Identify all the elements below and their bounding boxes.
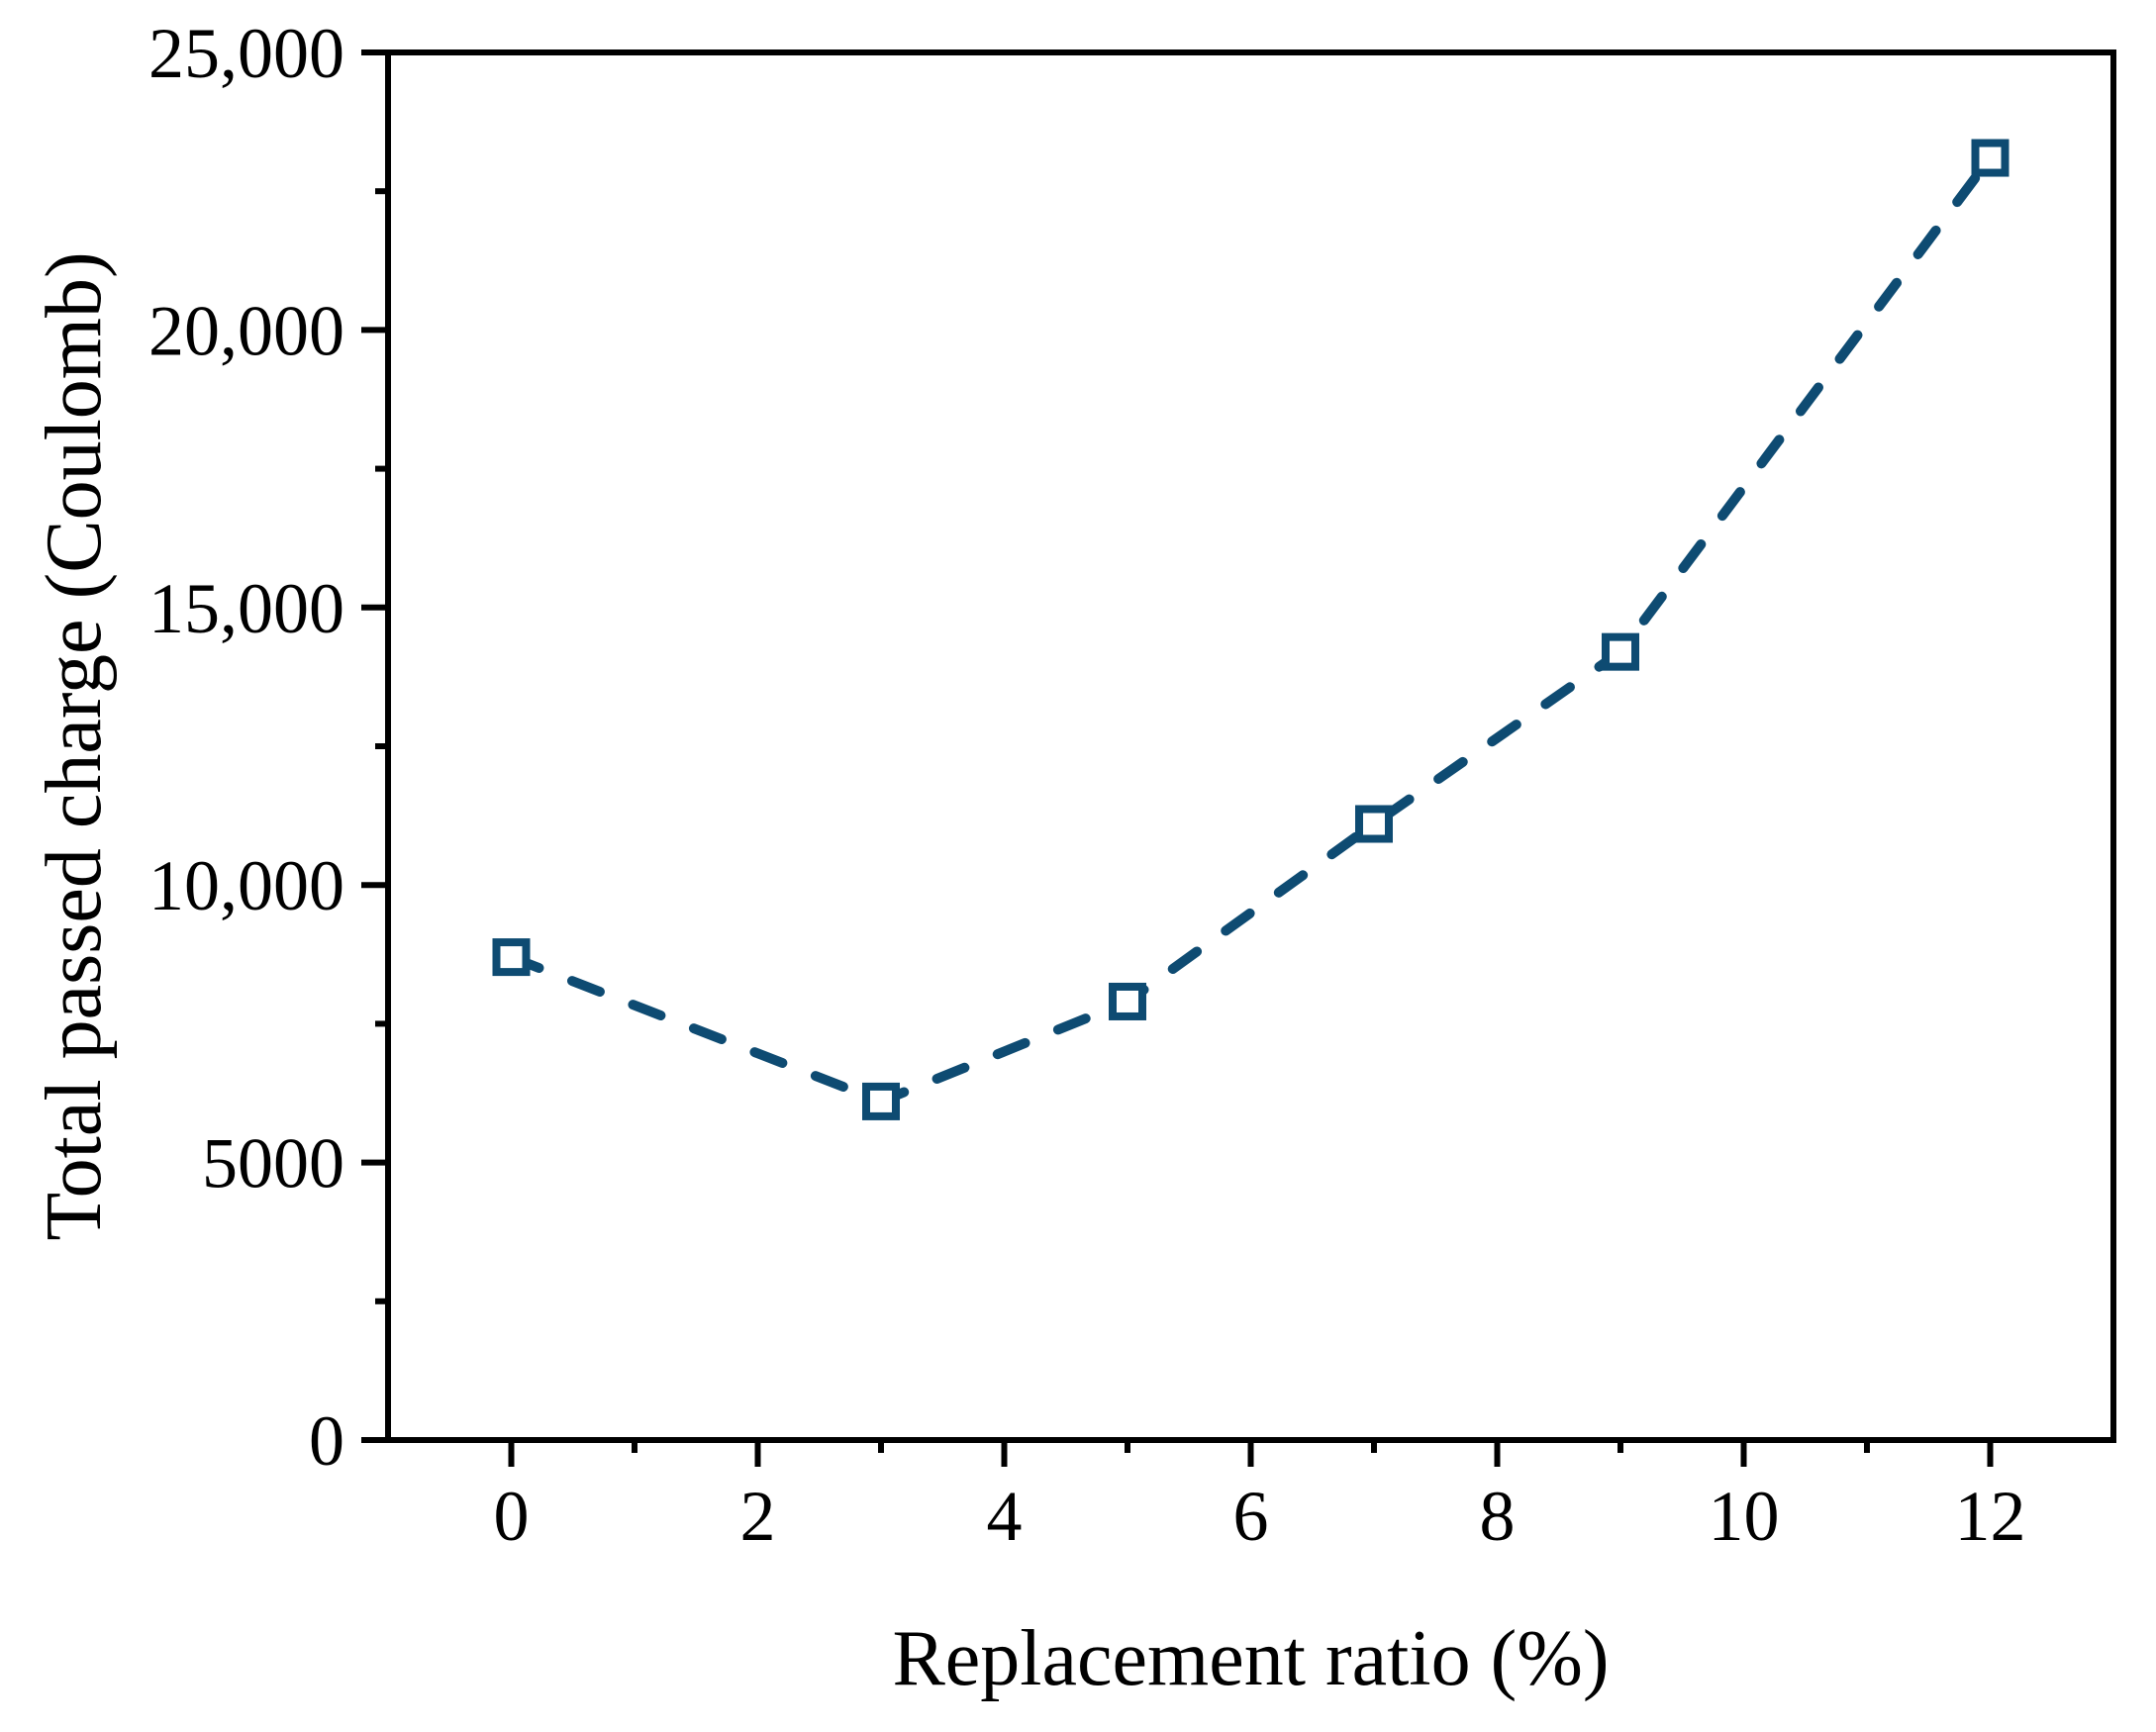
y-axis-title: Total passed charge (Coulomb) bbox=[31, 251, 118, 1241]
x-tick-label: 6 bbox=[1233, 1477, 1269, 1556]
data-point-marker bbox=[492, 938, 531, 977]
y-tick-label: 15,000 bbox=[148, 569, 344, 648]
x-tick-label: 12 bbox=[1955, 1477, 2026, 1556]
data-point-marker bbox=[1355, 805, 1393, 843]
x-tick-label: 0 bbox=[494, 1477, 530, 1556]
x-tick-label: 8 bbox=[1480, 1477, 1516, 1556]
data-line bbox=[506, 152, 1996, 1107]
x-tick-label: 10 bbox=[1709, 1477, 1780, 1556]
x-axis-title: Replacement ratio (%) bbox=[892, 1615, 1610, 1702]
plot-frame bbox=[385, 49, 2116, 1443]
y-tick-label: 5000 bbox=[202, 1124, 344, 1203]
data-point-marker bbox=[1602, 632, 1639, 671]
data-point-marker bbox=[1109, 982, 1146, 1020]
y-tick-label: 10,000 bbox=[148, 846, 344, 925]
data-point-marker bbox=[862, 1082, 900, 1120]
y-tick-label: 0 bbox=[309, 1401, 344, 1481]
x-tick-label: 2 bbox=[740, 1477, 776, 1556]
x-tick-label: 4 bbox=[987, 1477, 1023, 1556]
data-point-marker bbox=[1971, 139, 2009, 177]
y-tick-label: 25,000 bbox=[148, 14, 344, 93]
y-tick-label: 20,000 bbox=[148, 291, 344, 370]
